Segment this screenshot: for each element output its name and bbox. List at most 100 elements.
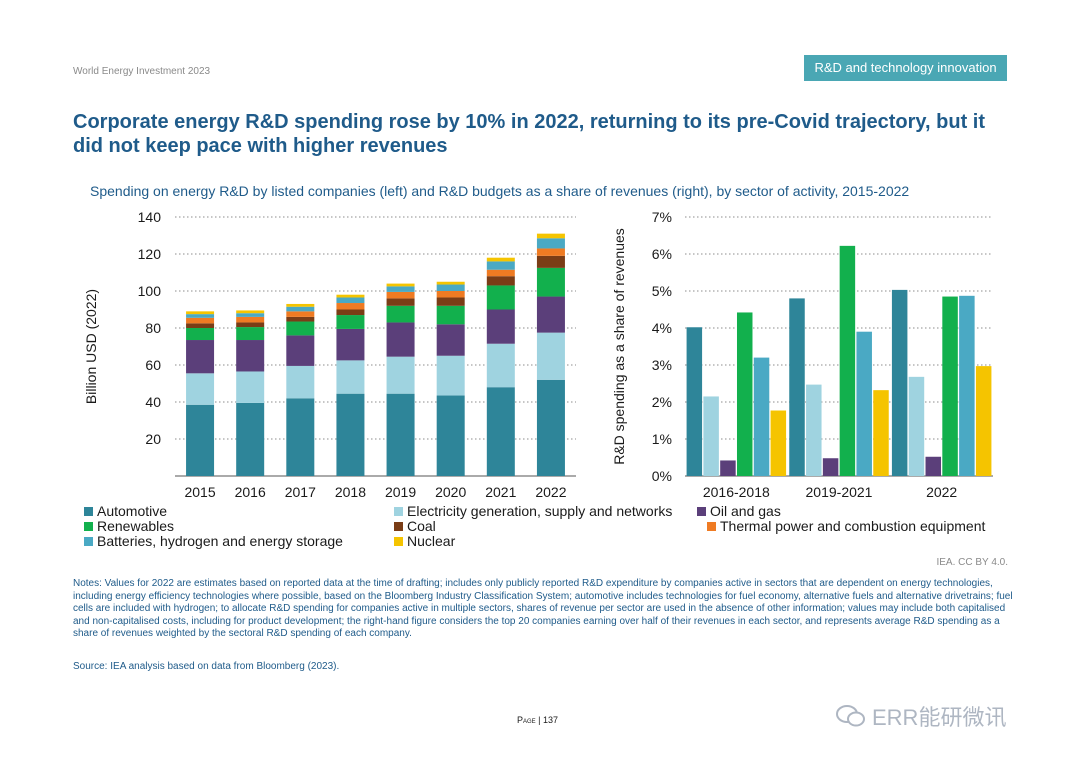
bar-thermal-power-and-combustion-equipment [536, 248, 565, 256]
x-tick-label: 2019-2021 [806, 484, 873, 500]
watermark: ERR能研微讯 [836, 700, 1006, 732]
bar-batteries-hydrogen-and-energy-storage [236, 313, 265, 317]
bar-thermal-power-and-combustion-equipment [486, 269, 515, 277]
bar-oil-and-gas [436, 324, 465, 356]
bar-renewables [486, 285, 515, 310]
y-tick-label: 4% [652, 320, 672, 336]
bar-electricity-generation-supply-and-networks [908, 376, 925, 476]
y-tick-label: 2% [652, 394, 672, 410]
legend-label: Nuclear [407, 533, 456, 549]
bar-electricity-generation-supply-and-networks [186, 373, 215, 405]
bar-nuclear [873, 390, 889, 476]
bar-automotive [336, 393, 365, 476]
y-tick-label: 100 [138, 283, 162, 299]
bar-nuclear [536, 233, 565, 239]
bar-renewables [286, 321, 315, 336]
bar-electricity-generation-supply-and-networks [703, 396, 719, 476]
legend-item-nuclear: Nuclear [394, 533, 455, 549]
legend-swatch [84, 521, 93, 531]
legend-label: Oil and gas [710, 503, 781, 519]
x-tick-label: 2016 [235, 484, 266, 500]
legend-swatch [84, 506, 93, 516]
legend-label: Electricity generation, supply and netwo… [407, 503, 673, 519]
bar-renewables [336, 315, 365, 329]
y-tick-label: 1% [652, 431, 672, 447]
legend-swatch [707, 521, 716, 531]
bar-automotive [386, 393, 415, 476]
legend-item-thermal-power-and-combustion-equipment: Thermal power and combustion equipment [707, 518, 985, 534]
legend-label: Batteries, hydrogen and energy storage [97, 533, 343, 549]
bar-batteries-hydrogen-and-energy-storage [386, 286, 415, 292]
x-tick-label: 2020 [435, 484, 466, 500]
y-tick-label: 6% [652, 246, 672, 262]
bar-electricity-generation-supply-and-networks [236, 371, 265, 403]
bar-automotive [789, 298, 805, 476]
bar-automotive [536, 379, 565, 476]
legend-label: Thermal power and combustion equipment [720, 518, 986, 534]
x-tick-label: 2016-2018 [703, 484, 770, 500]
bar-automotive [286, 398, 315, 476]
bar-automotive [236, 402, 265, 476]
bar-oil-and-gas [236, 340, 265, 372]
legend-swatch [697, 506, 706, 516]
legend-label: Automotive [97, 503, 168, 519]
y-tick-label: 140 [138, 209, 162, 225]
bar-oil-and-gas [336, 328, 365, 361]
bar-batteries-hydrogen-and-energy-storage [436, 284, 465, 291]
bar-thermal-power-and-combustion-equipment [436, 291, 465, 298]
source-text: Source: IEA analysis based on data from … [73, 661, 340, 672]
bar-nuclear [975, 366, 992, 476]
bar-electricity-generation-supply-and-networks [536, 332, 565, 380]
license-credit: IEA. CC BY 4.0. [936, 557, 1008, 568]
x-tick-label: 2019 [385, 484, 416, 500]
bar-oil-and-gas [720, 460, 736, 476]
bar-batteries-hydrogen-and-energy-storage [856, 331, 872, 476]
legend-label: Renewables [97, 518, 175, 534]
chart-subtitle: Spending on energy R&D by listed compani… [90, 183, 910, 199]
x-tick-label: 2015 [184, 484, 215, 500]
legend-swatch [394, 506, 403, 516]
bar-coal [386, 298, 415, 306]
x-tick-label: 2018 [335, 484, 366, 500]
watermark-text: ERR能研微讯 [872, 705, 1007, 730]
bar-electricity-generation-supply-and-networks [436, 355, 465, 396]
bar-batteries-hydrogen-and-energy-storage [286, 306, 315, 312]
bar-batteries-hydrogen-and-energy-storage [486, 261, 515, 270]
bar-nuclear [186, 311, 215, 315]
legend-label: Coal [407, 518, 436, 534]
legend-item-renewables: Renewables [84, 518, 174, 534]
legend-item-coal: Coal [394, 518, 436, 534]
y-tick-label: 60 [145, 357, 161, 373]
y-tick-label: 120 [138, 246, 162, 262]
section-tag[interactable]: R&D and technology innovation [804, 55, 1007, 81]
x-tick-label: 2017 [285, 484, 316, 500]
bar-renewables [736, 312, 753, 476]
charts-svg: 20 40 60 80 100 120 140 Billion USD (2022) 2015 2… [83, 209, 993, 500]
bar-nuclear [486, 257, 515, 262]
legend-item-electricity-generation-supply-and-networks: Electricity generation, supply and netwo… [394, 503, 672, 519]
x-tick-label: 2021 [485, 484, 516, 500]
bar-thermal-power-and-combustion-equipment [236, 316, 265, 323]
y-tick-label: 80 [145, 320, 161, 336]
report-name: World Energy Investment 2023 [73, 66, 211, 77]
bar-batteries-hydrogen-and-energy-storage [336, 297, 365, 304]
bar-coal [286, 316, 315, 322]
bar-nuclear [286, 303, 315, 307]
notes-text: Notes: Values for 2022 are estimates bas… [73, 578, 1013, 640]
legend-swatch [394, 521, 403, 531]
bar-electricity-generation-supply-and-networks [486, 343, 515, 388]
y-axis-label: Billion USD (2022) [83, 289, 99, 404]
bar-batteries-hydrogen-and-energy-storage [186, 314, 215, 318]
y-tick-label: 5% [652, 283, 672, 299]
bar-oil-and-gas [536, 296, 565, 333]
bar-batteries-hydrogen-and-energy-storage [536, 238, 565, 249]
bar-renewables [436, 305, 465, 325]
bar-nuclear [770, 410, 787, 476]
bar-thermal-power-and-combustion-equipment [186, 317, 215, 324]
chat-bubble-icon [836, 705, 865, 727]
bar-coal [536, 255, 565, 268]
y-tick-label: 7% [652, 209, 672, 225]
bar-electricity-generation-supply-and-networks [336, 360, 365, 394]
bar-automotive [686, 327, 703, 476]
y-tick-label: 20 [145, 431, 161, 447]
